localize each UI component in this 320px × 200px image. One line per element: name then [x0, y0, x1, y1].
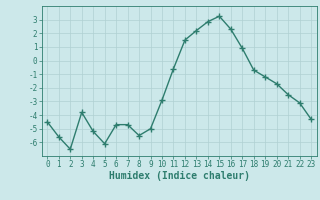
X-axis label: Humidex (Indice chaleur): Humidex (Indice chaleur): [109, 171, 250, 181]
